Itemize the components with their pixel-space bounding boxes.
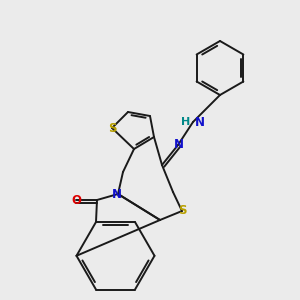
Text: S: S bbox=[108, 122, 116, 134]
Text: N: N bbox=[174, 139, 184, 152]
Text: S: S bbox=[178, 205, 186, 218]
Text: H: H bbox=[181, 117, 190, 127]
Text: O: O bbox=[71, 194, 81, 206]
Text: N: N bbox=[112, 188, 122, 200]
Text: N: N bbox=[195, 116, 205, 128]
